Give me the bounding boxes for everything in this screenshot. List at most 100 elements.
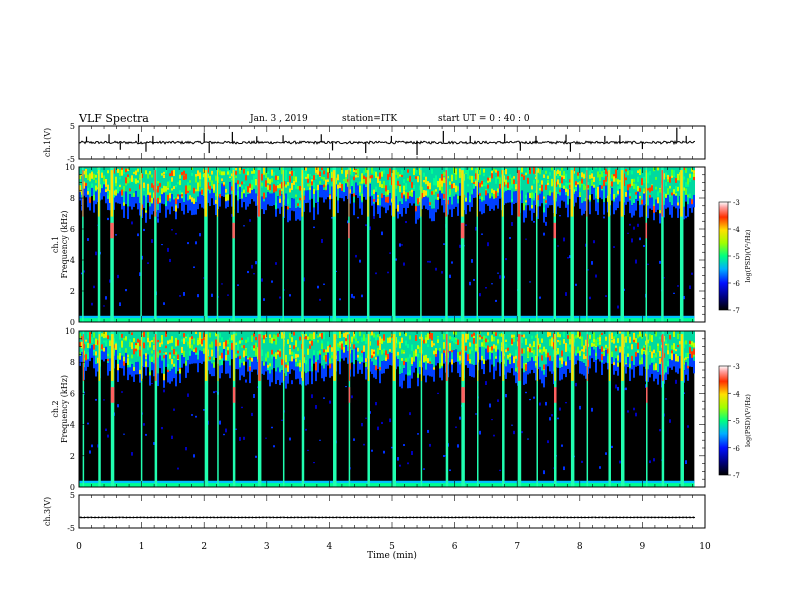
waveform-sample [671, 516, 674, 519]
spectrogram-cell [473, 335, 475, 339]
spectrogram-cell [427, 358, 429, 364]
spectrogram-cell [143, 337, 145, 344]
spectrogram-cell [317, 285, 319, 289]
spectrogram-cell [255, 337, 257, 341]
spectrogram-cell [363, 175, 365, 179]
spectrogram-column [489, 167, 491, 199]
spectrogram-column [225, 196, 227, 209]
sferic-burst [232, 331, 236, 487]
sferic-burst [332, 167, 337, 322]
spectrogram-cell [605, 338, 607, 341]
spectrogram-cell [95, 398, 97, 401]
spectrogram-cell [279, 348, 281, 352]
spectrogram-column [529, 360, 531, 374]
spectrogram-cell [151, 197, 153, 204]
spectrogram-column [559, 195, 561, 208]
spectrogram-cell [525, 194, 527, 199]
spectrogram-cell [485, 286, 487, 289]
spectrogram-cell [97, 340, 99, 345]
spectrogram-cell [187, 343, 189, 347]
spectrogram-cell [567, 189, 569, 196]
spectrogram-cell [201, 174, 203, 180]
waveform-sample [570, 516, 572, 519]
spectrogram-cell [489, 403, 491, 408]
spectrogram-cell [243, 350, 245, 358]
spectrogram-cell [431, 168, 433, 174]
spectrogram-column [121, 167, 123, 198]
spectrogram-cell [349, 172, 351, 175]
spectrogram-cell [589, 174, 591, 179]
spectrogram-cell [129, 180, 131, 183]
spectrogram-cell [159, 199, 161, 203]
waveform-sample [465, 516, 467, 519]
spectrogram-cell [215, 332, 217, 337]
spectrogram-cell [261, 334, 263, 338]
spectrogram-cell [501, 342, 503, 347]
spectrogram-cell [215, 193, 217, 197]
spectrogram-cell [487, 345, 489, 353]
spectrogram-cell [325, 352, 327, 356]
spectrogram-cell [649, 171, 651, 176]
spectrogram-column [639, 204, 641, 218]
spectrogram-cell [191, 336, 193, 340]
spectrogram-cell [553, 467, 555, 469]
spectrogram-column [465, 201, 467, 215]
spectrogram-cell [151, 350, 153, 354]
spectrogram-cell [691, 344, 693, 348]
spectrogram-cell [317, 184, 319, 191]
sferic-burst [420, 167, 422, 322]
spectrogram-cell [285, 169, 287, 177]
spectrogram-cell [287, 198, 289, 204]
spectrogram-column [415, 167, 417, 212]
waveform-sample [279, 516, 282, 519]
spectrogram-cell [243, 345, 245, 349]
spectrogram-cell [591, 407, 593, 412]
spectrogram-column [253, 189, 255, 202]
sferic-burst [140, 167, 142, 322]
spectrogram-cell [481, 342, 483, 347]
spectrogram-column [489, 198, 491, 212]
sferic-burst-core [98, 170, 100, 217]
waveform-sample [328, 516, 331, 519]
spectrogram-column [161, 167, 163, 192]
sferic-burst [154, 331, 158, 487]
spectrogram-cell [207, 167, 209, 173]
spectrogram-column [379, 331, 381, 371]
spectrogram-cell [691, 168, 693, 172]
spectrogram-cell [665, 193, 667, 198]
spectrogram-column [559, 331, 561, 369]
spectrogram-column [381, 167, 383, 195]
spectrogram-cell [135, 170, 137, 176]
spectrogram-cell [131, 354, 133, 359]
spectrogram-cell [351, 179, 353, 187]
spectrogram-cell [593, 184, 595, 188]
spectrogram-column [595, 360, 597, 373]
spectrogram-cell [633, 178, 635, 183]
spectrogram-column [317, 359, 319, 373]
spectrogram-cell [501, 346, 503, 352]
spectrogram-cell [451, 174, 453, 182]
spectrogram-column [191, 167, 193, 203]
spectrogram-column [161, 191, 163, 204]
spectrogram-column [195, 331, 197, 351]
sferic-burst-core [646, 334, 648, 381]
spectrogram-column [87, 167, 89, 195]
spectrogram-cell [241, 406, 243, 409]
spectrogram-cell [589, 348, 591, 355]
spectrogram-column [599, 349, 601, 362]
spectrogram-cell [433, 350, 435, 355]
spectrogram-column [615, 167, 617, 198]
spectrogram-cell [325, 185, 327, 190]
spectrogram-cell [563, 174, 565, 179]
spectrogram-column [611, 188, 613, 201]
spectrogram-cell [241, 181, 243, 185]
spectrogram-column [505, 190, 507, 204]
spectrogram-cell [371, 331, 373, 336]
spectrogram-cell [527, 167, 529, 175]
spectrogram-cell [139, 339, 141, 347]
spectrogram-cell [355, 174, 357, 178]
spectrogram-cell [407, 169, 409, 173]
spectrogram-column [305, 373, 307, 386]
spectrogram-cell [423, 190, 425, 197]
spectrogram-cell [141, 255, 143, 260]
